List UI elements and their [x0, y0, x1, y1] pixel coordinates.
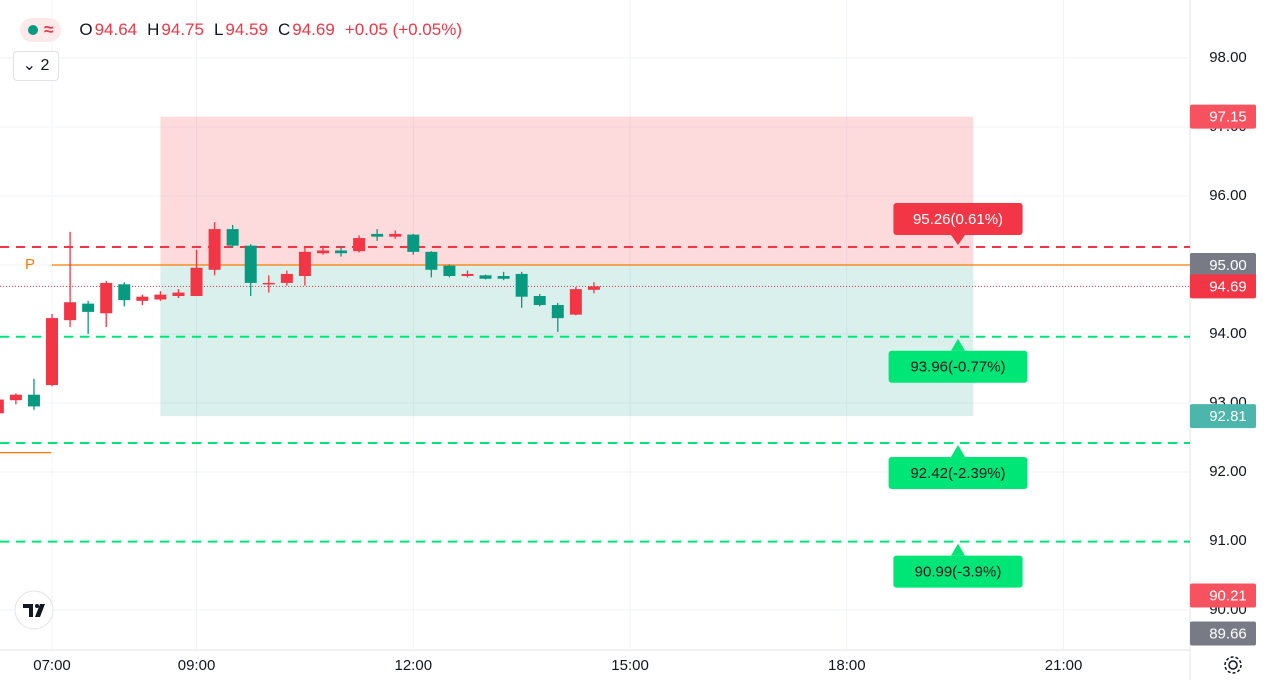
- candle-body: [443, 265, 456, 277]
- level-callout-box: [893, 555, 1023, 588]
- level-callout: 93.96(-0.77%): [888, 338, 1028, 383]
- candle-body: [515, 273, 528, 297]
- level-label: 90.99(-3.9%): [915, 564, 1002, 581]
- open-value: 94.64: [94, 20, 138, 39]
- settings-icon[interactable]: [1224, 656, 1242, 674]
- price-badge-box: [1190, 252, 1256, 277]
- x-tick-label: 12:00: [395, 657, 433, 674]
- x-tick-label: 09:00: [178, 657, 216, 674]
- interval-button[interactable]: ⌄ 2: [13, 51, 59, 81]
- close-prefix: C: [277, 20, 291, 39]
- price-badge: 90.21: [1190, 583, 1256, 608]
- high-value: 94.75: [161, 20, 204, 39]
- candle-body: [100, 282, 113, 314]
- pivot-label: P: [25, 256, 35, 273]
- price-badge: 97.15: [1190, 104, 1256, 129]
- price-badge-label: 95.00: [1209, 257, 1247, 274]
- price-badge-box: [1190, 404, 1256, 429]
- y-tick-label: 96.00: [1209, 187, 1247, 204]
- candle-body: [136, 296, 149, 301]
- candle-body: [316, 250, 329, 254]
- level-callout-box: [893, 203, 1023, 236]
- candle-body: [118, 284, 131, 301]
- candle-body: [479, 275, 492, 279]
- level-callout-pointer: [951, 235, 965, 246]
- candle-body: [353, 238, 366, 252]
- price-badge-label: 90.21: [1209, 587, 1247, 604]
- y-tick-label: 94.00: [1209, 325, 1247, 342]
- candle-body: [280, 273, 293, 283]
- price-badge-label: 97.15: [1209, 109, 1247, 126]
- high-prefix: H: [147, 20, 160, 39]
- price-badge-label: 92.81: [1209, 408, 1247, 425]
- candle-body: [190, 267, 203, 297]
- ohlc-legend: ≈ O 94.64 H 94.75 L 94.59 C 94.69 +0.05 (+0.…: [20, 18, 470, 42]
- level-callout: 90.99(-3.9%): [893, 543, 1023, 588]
- position-stop-zone: [160, 264, 974, 417]
- price-badge: 94.69: [1190, 274, 1256, 299]
- y-tick-label: 92.00: [1209, 463, 1247, 480]
- level-callout-box: [888, 456, 1028, 489]
- level-callout: 95.26(0.61%): [893, 203, 1023, 246]
- candle-body: [461, 273, 474, 277]
- candle-body: [27, 394, 40, 407]
- y-tick-label: 98.00: [1209, 49, 1247, 66]
- candle-body: [82, 303, 95, 312]
- candle-body: [9, 394, 22, 401]
- x-tick-label: 21:00: [1045, 657, 1083, 674]
- candle-body: [298, 251, 311, 277]
- x-tick-label: 18:00: [828, 657, 866, 674]
- open-prefix: O: [79, 20, 93, 39]
- price-badge-box: [1190, 621, 1256, 646]
- candle-body: [244, 245, 257, 283]
- x-tick-label: 15:00: [611, 657, 649, 674]
- candle-body: [46, 318, 59, 386]
- candle-body: [154, 294, 167, 300]
- price-badge-label: 89.66: [1209, 625, 1247, 642]
- candle-body: [262, 282, 275, 285]
- position-target-zone: [160, 116, 974, 265]
- y-tick-label: 91.00: [1209, 532, 1247, 549]
- change: +0.05 (+0.05%): [344, 20, 462, 39]
- level-label: 95.26(0.61%): [913, 211, 1003, 228]
- price-badge-label: 94.69: [1209, 278, 1247, 295]
- level-label: 92.42(-2.39%): [910, 465, 1005, 482]
- price-badge: 92.81: [1190, 404, 1256, 429]
- candle-body: [587, 286, 600, 290]
- level-callout-box: [888, 350, 1028, 383]
- candle-body: [407, 234, 420, 252]
- price-badge-box: [1190, 274, 1256, 299]
- candle-body: [569, 289, 582, 315]
- price-badge-box: [1190, 104, 1256, 129]
- candle-body: [335, 250, 348, 254]
- level-callout-pointer: [951, 543, 965, 556]
- price-badge: 89.66: [1190, 621, 1256, 646]
- candle-body: [389, 233, 402, 237]
- candle-body: [172, 292, 185, 297]
- level-callout-pointer: [951, 444, 965, 457]
- price-badge: 95.00: [1190, 252, 1256, 277]
- candle-body: [226, 229, 239, 246]
- candle-body: [497, 276, 510, 279]
- logo: [14, 590, 54, 630]
- candle-body: [551, 304, 564, 319]
- candle-body: [64, 302, 77, 321]
- close-value: 94.69: [292, 20, 335, 39]
- interval-count: 2: [40, 57, 50, 74]
- candle-body: [208, 229, 221, 270]
- low-value: 94.59: [225, 20, 268, 39]
- level-label: 93.96(-0.77%): [910, 359, 1005, 376]
- candle-body: [533, 296, 546, 305]
- candle-body: [425, 251, 438, 270]
- candle-body: [371, 233, 384, 237]
- price-badge-box: [1190, 583, 1256, 608]
- level-callout: 92.42(-2.39%): [888, 444, 1028, 489]
- candle-body: [0, 399, 4, 414]
- level-callout-pointer: [951, 338, 965, 351]
- status-dots[interactable]: ≈: [20, 18, 62, 42]
- low-prefix: L: [213, 20, 224, 39]
- x-tick-label: 07:00: [33, 657, 71, 674]
